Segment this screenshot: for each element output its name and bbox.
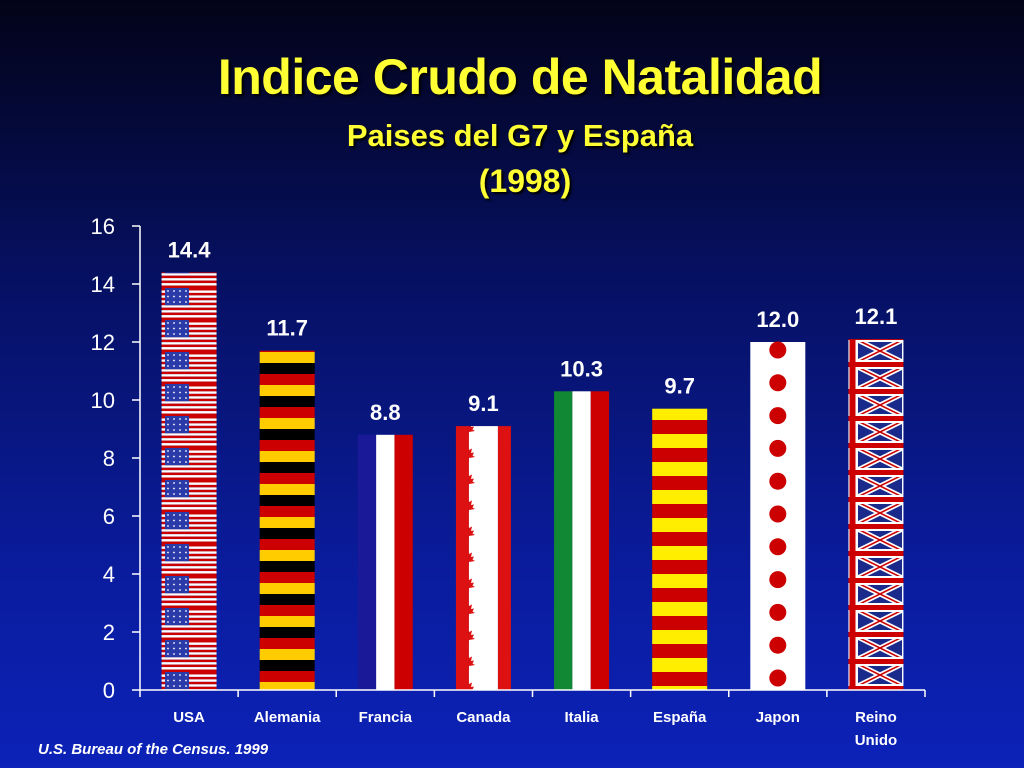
bars-group: 14.4 USA 11.7 Alemania 8.8 Francia 9.1 Canada 10… xyxy=(161,237,904,749)
y-tick-label: 4 xyxy=(103,562,115,587)
chart-subtitle: Paises del G7 y España xyxy=(346,118,694,153)
bar-germany: 11.7 Alemania xyxy=(254,316,321,726)
y-tick-label: 6 xyxy=(103,504,115,529)
y-tick-label: 14 xyxy=(91,272,115,297)
category-label: Reino Unido xyxy=(855,709,898,749)
spain-flag xyxy=(652,408,708,690)
category-label: Alemania xyxy=(254,709,321,726)
uk-flag xyxy=(848,339,904,690)
chart-year: (1998) xyxy=(478,163,572,199)
bar-italy: 10.3 Italia xyxy=(554,356,610,726)
value-label: 10.3 xyxy=(560,356,603,381)
value-label: 9.1 xyxy=(468,391,499,416)
category-label: Francia xyxy=(359,709,413,726)
japan-flag xyxy=(750,341,806,690)
value-label: 12.1 xyxy=(855,304,898,329)
bar-japan: 12.0 Japon xyxy=(750,307,806,726)
italy-flag xyxy=(554,391,610,690)
category-label: Japon xyxy=(756,709,800,726)
value-label: 8.8 xyxy=(370,400,401,425)
value-label: 12.0 xyxy=(756,307,799,332)
category-label: Italia xyxy=(564,709,599,726)
source-note: U.S. Bureau of the Census. 1999 xyxy=(38,741,269,758)
category-label: USA xyxy=(173,709,205,726)
usa-flag xyxy=(161,272,217,690)
y-tick-label: 10 xyxy=(91,388,115,413)
france-flag xyxy=(357,434,413,690)
y-tick-label: 8 xyxy=(103,446,115,471)
chart-title: Indice Crudo de Natalidad xyxy=(217,49,823,105)
germany-flag xyxy=(259,350,315,690)
y-tick-label: 16 xyxy=(91,214,115,239)
y-tick-label: 0 xyxy=(103,678,115,703)
y-tick-label: 2 xyxy=(103,620,115,645)
bar-spain: 9.7 España xyxy=(652,374,708,726)
value-label: 9.7 xyxy=(664,374,695,399)
y-tick-label: 12 xyxy=(91,330,115,355)
bar-uk: 12.1 Reino Unido xyxy=(848,304,904,749)
value-label: 11.7 xyxy=(266,316,308,341)
bar-usa: 14.4 USA xyxy=(161,237,217,726)
canada-flag xyxy=(455,426,511,690)
category-label: España xyxy=(653,709,707,726)
bar-canada: 9.1 Canada xyxy=(455,391,511,726)
bar-france: 8.8 Francia xyxy=(357,400,413,726)
category-label: Canada xyxy=(456,709,511,726)
value-label: 14.4 xyxy=(168,237,212,262)
axes-group: 0 2 4 6 8 10 12 14 16 xyxy=(91,214,926,703)
